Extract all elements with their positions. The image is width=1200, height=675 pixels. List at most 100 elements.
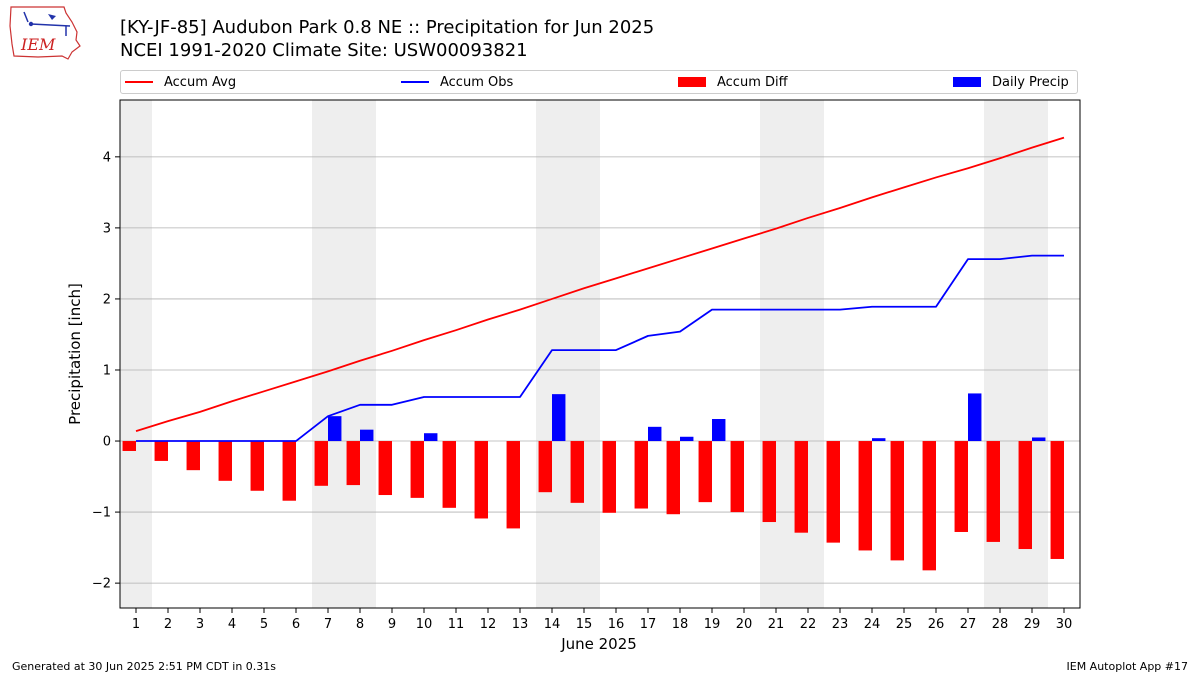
accum-diff-bar-day-3 bbox=[186, 441, 200, 471]
accum-diff-bar-day-29 bbox=[1018, 441, 1032, 550]
x-tick-label: 22 bbox=[800, 617, 817, 632]
accum-diff-bar-day-21 bbox=[762, 441, 776, 523]
accum-diff-bar-day-10 bbox=[410, 441, 424, 498]
y-tick-label: 2 bbox=[103, 292, 111, 307]
accum-diff-bar-day-1 bbox=[122, 441, 136, 451]
accum-avg-line bbox=[135, 136, 1065, 432]
generated-footer: Generated at 30 Jun 2025 2:51 PM CDT in … bbox=[12, 660, 277, 673]
accum-diff-bar-day-19 bbox=[698, 441, 712, 503]
legend-swatch-daily-precip bbox=[953, 77, 981, 87]
accum-diff-bar-day-12 bbox=[474, 441, 488, 519]
x-tick-label: 1 bbox=[132, 617, 140, 632]
accum-diff-bar-day-7 bbox=[314, 441, 328, 486]
accum-diff-bar-day-13 bbox=[506, 441, 520, 529]
y-tick-label: 1 bbox=[103, 363, 111, 378]
x-tick-label: 26 bbox=[928, 617, 945, 632]
daily-precip-bar-day-8 bbox=[360, 429, 374, 442]
accum-diff-bar-day-30 bbox=[1050, 441, 1064, 559]
legend-item-accum-avg: Accum Avg bbox=[125, 71, 236, 93]
y-tick-label: 3 bbox=[103, 221, 111, 236]
line-marks bbox=[135, 136, 1065, 442]
chart-title: [KY-JF-85] Audubon Park 0.8 NE :: Precip… bbox=[120, 17, 655, 38]
x-tick-label: 2 bbox=[164, 617, 172, 632]
daily-precip-bar-day-14 bbox=[552, 394, 566, 442]
y-tick-label: −1 bbox=[92, 506, 111, 521]
x-tick-label: 7 bbox=[324, 617, 332, 632]
accum-diff-bar-day-25 bbox=[890, 441, 904, 561]
x-tick-label: 25 bbox=[896, 617, 913, 632]
y-tick-label: 0 bbox=[103, 435, 111, 450]
daily-precip-bar-day-29 bbox=[1032, 437, 1046, 442]
x-tick-label: 12 bbox=[480, 617, 497, 632]
y-tick-label: −2 bbox=[92, 577, 111, 592]
legend-label-accum-avg: Accum Avg bbox=[164, 74, 237, 90]
daily-precip-bar-day-17 bbox=[648, 426, 662, 442]
weekend-band-day-14 bbox=[536, 100, 568, 608]
x-tick-label: 19 bbox=[704, 617, 721, 632]
accum-diff-bar-day-5 bbox=[250, 441, 264, 491]
legend-label-accum-diff: Accum Diff bbox=[717, 74, 788, 90]
accum-diff-bar-day-4 bbox=[218, 441, 232, 481]
legend-item-accum-diff: Accum Diff bbox=[678, 71, 788, 93]
x-tick-label: 23 bbox=[832, 617, 849, 632]
accum-diff-bar-day-2 bbox=[154, 441, 168, 461]
y-axis-label: Precipitation [inch] bbox=[66, 283, 84, 425]
x-tick-label: 14 bbox=[544, 617, 561, 632]
daily-precip-bar-day-7 bbox=[328, 416, 342, 442]
x-tick-label: 24 bbox=[864, 617, 881, 632]
accum-diff-bar-day-11 bbox=[442, 441, 456, 508]
accum-diff-bar-day-28 bbox=[986, 441, 1000, 542]
x-tick-label: 28 bbox=[992, 617, 1009, 632]
legend-swatch-accum-obs bbox=[401, 81, 429, 83]
x-tick-label: 17 bbox=[640, 617, 657, 632]
daily-precip-bar-day-19 bbox=[712, 419, 726, 442]
chart-subtitle: NCEI 1991-2020 Climate Site: USW00093821 bbox=[120, 40, 528, 61]
x-tick-label: 30 bbox=[1056, 617, 1073, 632]
x-tick-label: 3 bbox=[196, 617, 204, 632]
svg-text:IEM: IEM bbox=[20, 35, 56, 54]
legend-swatch-accum-avg bbox=[125, 81, 153, 83]
accum-diff-bar-day-17 bbox=[634, 441, 648, 509]
legend-item-daily-precip: Daily Precip bbox=[953, 71, 1069, 93]
accum-obs-line bbox=[136, 254, 1064, 442]
x-tick-label: 21 bbox=[768, 617, 785, 632]
accum-diff-bar-day-23 bbox=[826, 441, 840, 543]
weekend-band-day-21 bbox=[760, 100, 792, 608]
legend-label-accum-obs: Accum Obs bbox=[440, 74, 514, 90]
accum-diff-bar-day-9 bbox=[378, 441, 392, 496]
x-tick-label: 27 bbox=[960, 617, 977, 632]
accum-diff-bar-day-8 bbox=[346, 441, 360, 486]
weekend-bands bbox=[120, 100, 1048, 608]
accum-diff-bar-day-24 bbox=[858, 441, 872, 551]
bar-marks bbox=[122, 393, 1064, 571]
x-tick-label: 6 bbox=[292, 617, 300, 632]
x-tick-label: 13 bbox=[512, 617, 529, 632]
weekend-band-day-1 bbox=[120, 100, 152, 608]
weekend-band-day-7 bbox=[312, 100, 344, 608]
accum-diff-bar-day-16 bbox=[602, 441, 616, 513]
weekend-band-day-15 bbox=[568, 100, 600, 608]
x-tick-label: 11 bbox=[448, 617, 465, 632]
x-tick-label: 9 bbox=[388, 617, 396, 632]
accum-diff-bar-day-6 bbox=[282, 441, 296, 501]
legend: Accum Avg Accum Obs Accum Diff Daily Pre… bbox=[120, 70, 1078, 94]
accum-diff-bar-day-18 bbox=[666, 441, 680, 515]
x-tick-label: 5 bbox=[260, 617, 268, 632]
y-tick-label: 4 bbox=[103, 150, 111, 165]
x-tick-label: 8 bbox=[356, 617, 364, 632]
x-tick-label: 4 bbox=[228, 617, 236, 632]
x-axis-label: June 2025 bbox=[560, 635, 637, 653]
daily-precip-bar-day-18 bbox=[680, 436, 694, 442]
accum-diff-bar-day-20 bbox=[730, 441, 744, 513]
accum-diff-bar-day-27 bbox=[954, 441, 968, 532]
iem-logo: IEM bbox=[9, 6, 81, 60]
x-tick-label: 15 bbox=[576, 617, 593, 632]
plot-frame bbox=[119, 99, 1081, 609]
legend-label-daily-precip: Daily Precip bbox=[992, 74, 1069, 90]
x-tick-label: 16 bbox=[608, 617, 625, 632]
accum-diff-bar-day-22 bbox=[794, 441, 808, 533]
accum-diff-bar-day-14 bbox=[538, 441, 552, 493]
daily-precip-bar-day-27 bbox=[968, 393, 982, 442]
